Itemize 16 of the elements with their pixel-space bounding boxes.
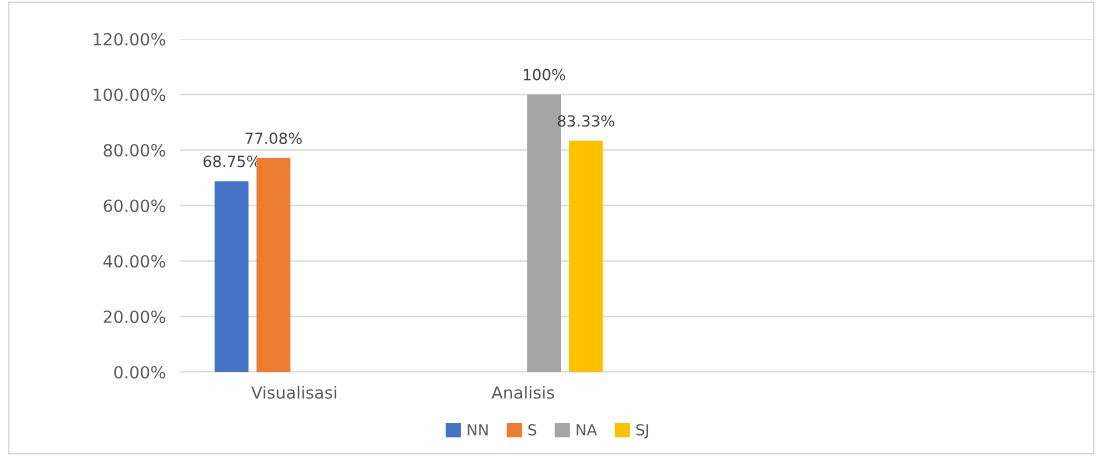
y-tick-label: 20.00% <box>103 310 166 324</box>
legend-label: S <box>528 424 537 436</box>
legend-label: NA <box>576 424 598 436</box>
y-tick-label: 60.00% <box>103 199 166 213</box>
y-tick-label: 80.00% <box>103 143 166 157</box>
legend-label: SJ <box>636 424 649 439</box>
x-tick-label: Analisis <box>491 385 555 399</box>
data-label: 83.33% <box>557 115 615 127</box>
data-label: 100% <box>523 68 566 81</box>
y-tick-label: 120.00% <box>93 32 166 46</box>
y-tick-label: 100.00% <box>93 88 166 102</box>
legend-label: NN <box>467 424 488 436</box>
data-label: 77.08% <box>245 132 302 145</box>
y-tick-label: 40.00% <box>103 254 166 268</box>
x-tick-label: Visualisasi <box>251 385 337 399</box>
y-tick-label: 0.00% <box>114 365 166 379</box>
